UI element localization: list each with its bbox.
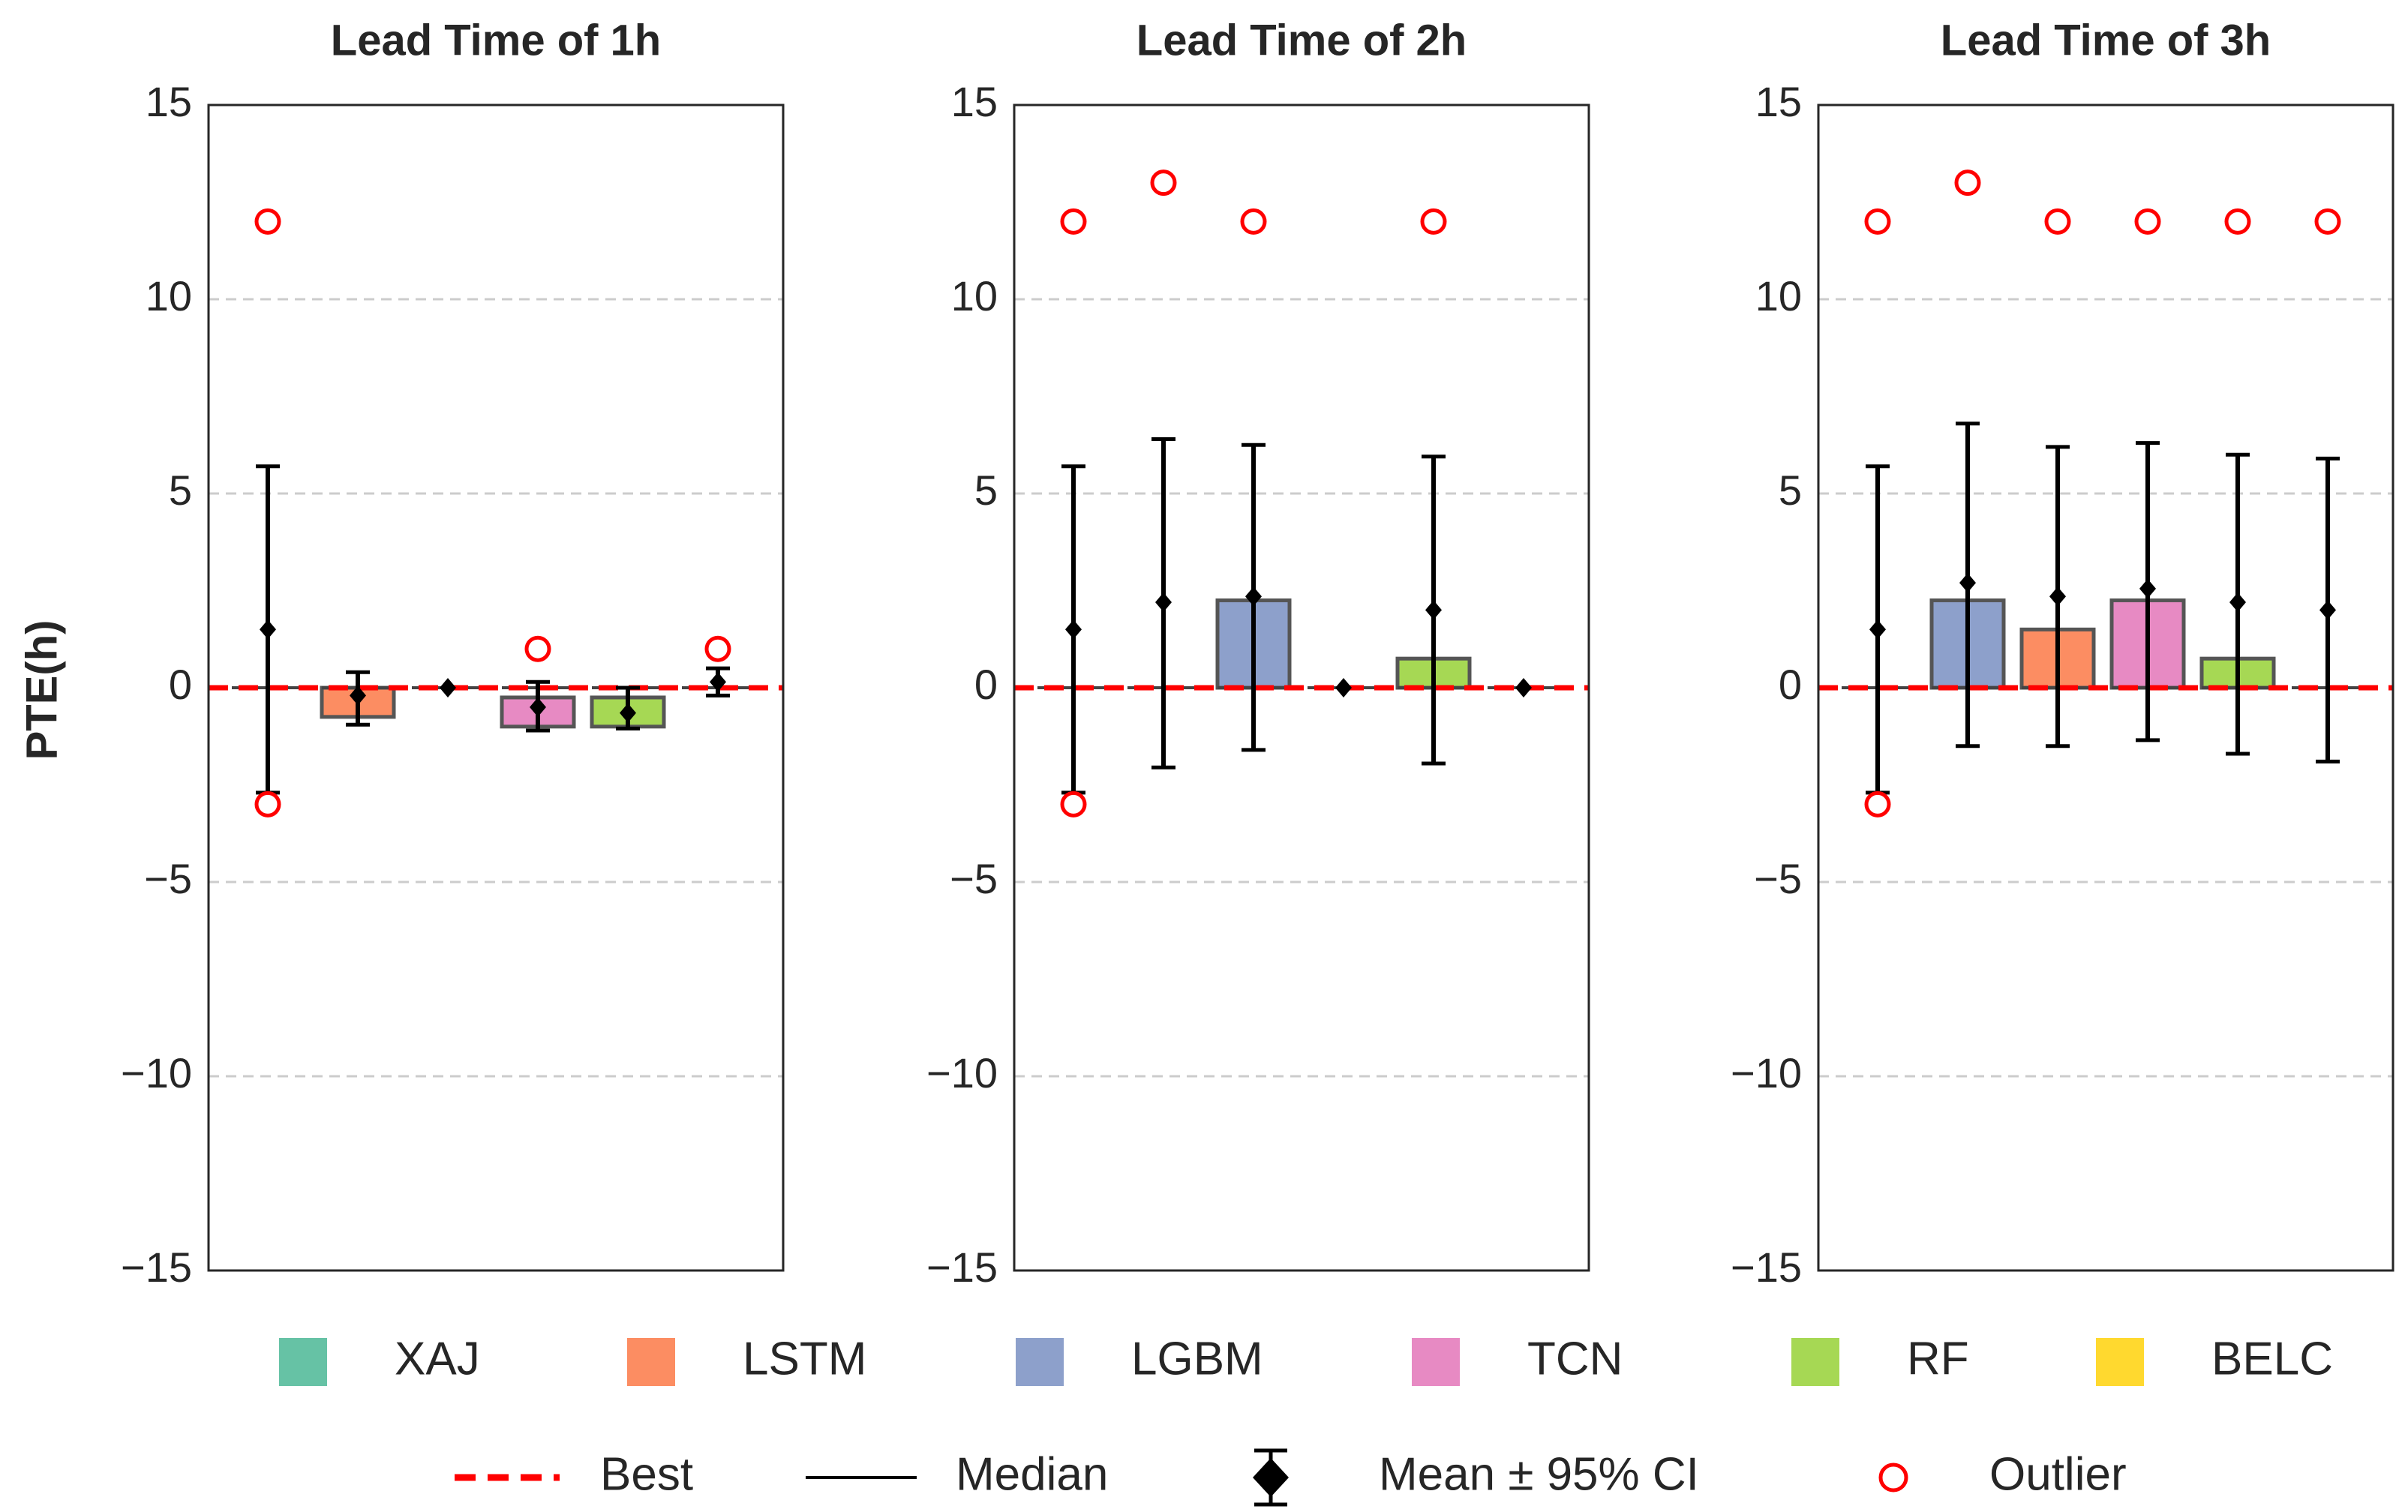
y-tick-label: 0 [1779,661,1802,708]
panel-frame [207,104,785,1272]
y-tick-label: 10 [146,272,192,320]
y-tick-label: 0 [974,661,998,708]
outlier-point-lstm [1150,170,1177,196]
y-tick-label: −5 [950,855,998,902]
y-tick-label: 0 [169,661,192,708]
legend-swatch-belc [2096,1338,2144,1386]
mean-marker-xaj [260,620,276,640]
mean-marker-belc [2319,600,2336,620]
y-axis-label: PTE(h) [17,620,66,760]
legend-label-best: Best [600,1448,693,1500]
outlier-point-belc [704,635,731,662]
outlier-point-xaj [254,208,281,235]
panel-title: Lead Time of 3h [1941,16,2271,64]
y-tick-label: −15 [121,1244,192,1291]
mean-marker-xaj [1869,620,1886,640]
mean-marker-rf [1425,600,1442,620]
y-tick-label: −15 [926,1244,998,1291]
panel-title: Lead Time of 1h [331,16,661,64]
y-tick-label: −10 [926,1049,998,1096]
legend: XAJ LSTM LGBM TCN RF BELC Best Median Mean ± 95%… [279,1333,2333,1507]
mean-marker-rf [620,703,636,723]
legend-label-lstm: LSTM [743,1333,866,1384]
y-tick-label: −15 [1731,1244,1802,1291]
y-tick-label: −10 [1731,1049,1802,1096]
mean-marker-tcn [1335,678,1352,698]
outlier-point-lstm [1954,170,1981,196]
legend-swatch-lgbm [1016,1338,1064,1386]
y-tick-label: 10 [1755,272,1802,320]
panel-frame [1013,104,1590,1272]
outlier-point-xaj [1060,790,1087,818]
y-tick-label: −5 [144,855,192,902]
y-tick-label: 5 [1779,466,1802,514]
mean-marker-lgbm [440,678,456,698]
legend-swatch-lstm [627,1338,675,1386]
panel-title: Lead Time of 2h [1136,16,1467,64]
outlier-point-rf [2224,208,2251,235]
outlier-point-lgbm [2044,208,2071,235]
legend-label-outlier: Outlier [1989,1448,2127,1500]
mean-marker-belc [710,672,726,692]
outlier-point-xaj [254,790,281,818]
mean-marker-lstm [1155,592,1172,613]
legend-label-rf: RF [1907,1333,1969,1384]
outlier-point-xaj [1864,208,1891,235]
mean-marker-rf [2229,592,2246,613]
y-tick-label: 10 [951,272,998,320]
outlier-point-tcn [524,635,551,662]
y-tick-label: 15 [1755,78,1802,125]
mean-marker-belc [1515,678,1532,698]
outlier-point-xaj [1060,208,1087,235]
panel-1: Lead Time of 1h 15 10 5 0 −5 −10 −15 [121,16,785,1291]
legend-label-tcn: TCN [1527,1333,1623,1384]
y-tick-label: 5 [169,466,192,514]
y-tick-label: −10 [121,1049,192,1096]
mean-marker-lgbm [1245,586,1262,607]
legend-swatch-rf [1791,1338,1839,1386]
y-tick-label: 15 [951,78,998,125]
y-tick-label: 15 [146,78,192,125]
mean-marker-lstm [1959,573,1976,593]
legend-outlier-marker [1878,1462,1908,1492]
y-tick-label: 5 [974,466,998,514]
panel-2: Lead Time of 2h 15 10 5 0 −5 −10 −15 [926,16,1590,1291]
mean-marker-tcn [530,697,546,717]
legend-label-mean: Mean ± 95% CI [1379,1448,1699,1500]
legend-label-median: Median [956,1448,1108,1500]
legend-label-belc: BELC [2211,1333,2333,1384]
mean-marker-lgbm [2049,586,2066,607]
legend-mean-marker [1253,1458,1289,1497]
outlier-point-lgbm [1240,208,1267,235]
outlier-point-tcn [2134,208,2161,235]
panel-3: Lead Time of 3h 15 10 5 0 −5 −10 −15 [1731,16,2394,1291]
legend-swatch-xaj [279,1338,327,1386]
outlier-point-xaj [1864,790,1891,818]
legend-swatch-tcn [1412,1338,1460,1386]
outlier-point-belc [2314,208,2341,235]
mean-marker-xaj [1065,620,1082,640]
outlier-point-rf [1420,208,1447,235]
y-tick-label: −5 [1754,855,1802,902]
panel-frame [1817,104,2394,1272]
legend-label-xaj: XAJ [395,1333,480,1384]
mean-marker-lstm [350,686,366,706]
legend-label-lgbm: LGBM [1131,1333,1263,1384]
mean-marker-tcn [2139,578,2156,598]
